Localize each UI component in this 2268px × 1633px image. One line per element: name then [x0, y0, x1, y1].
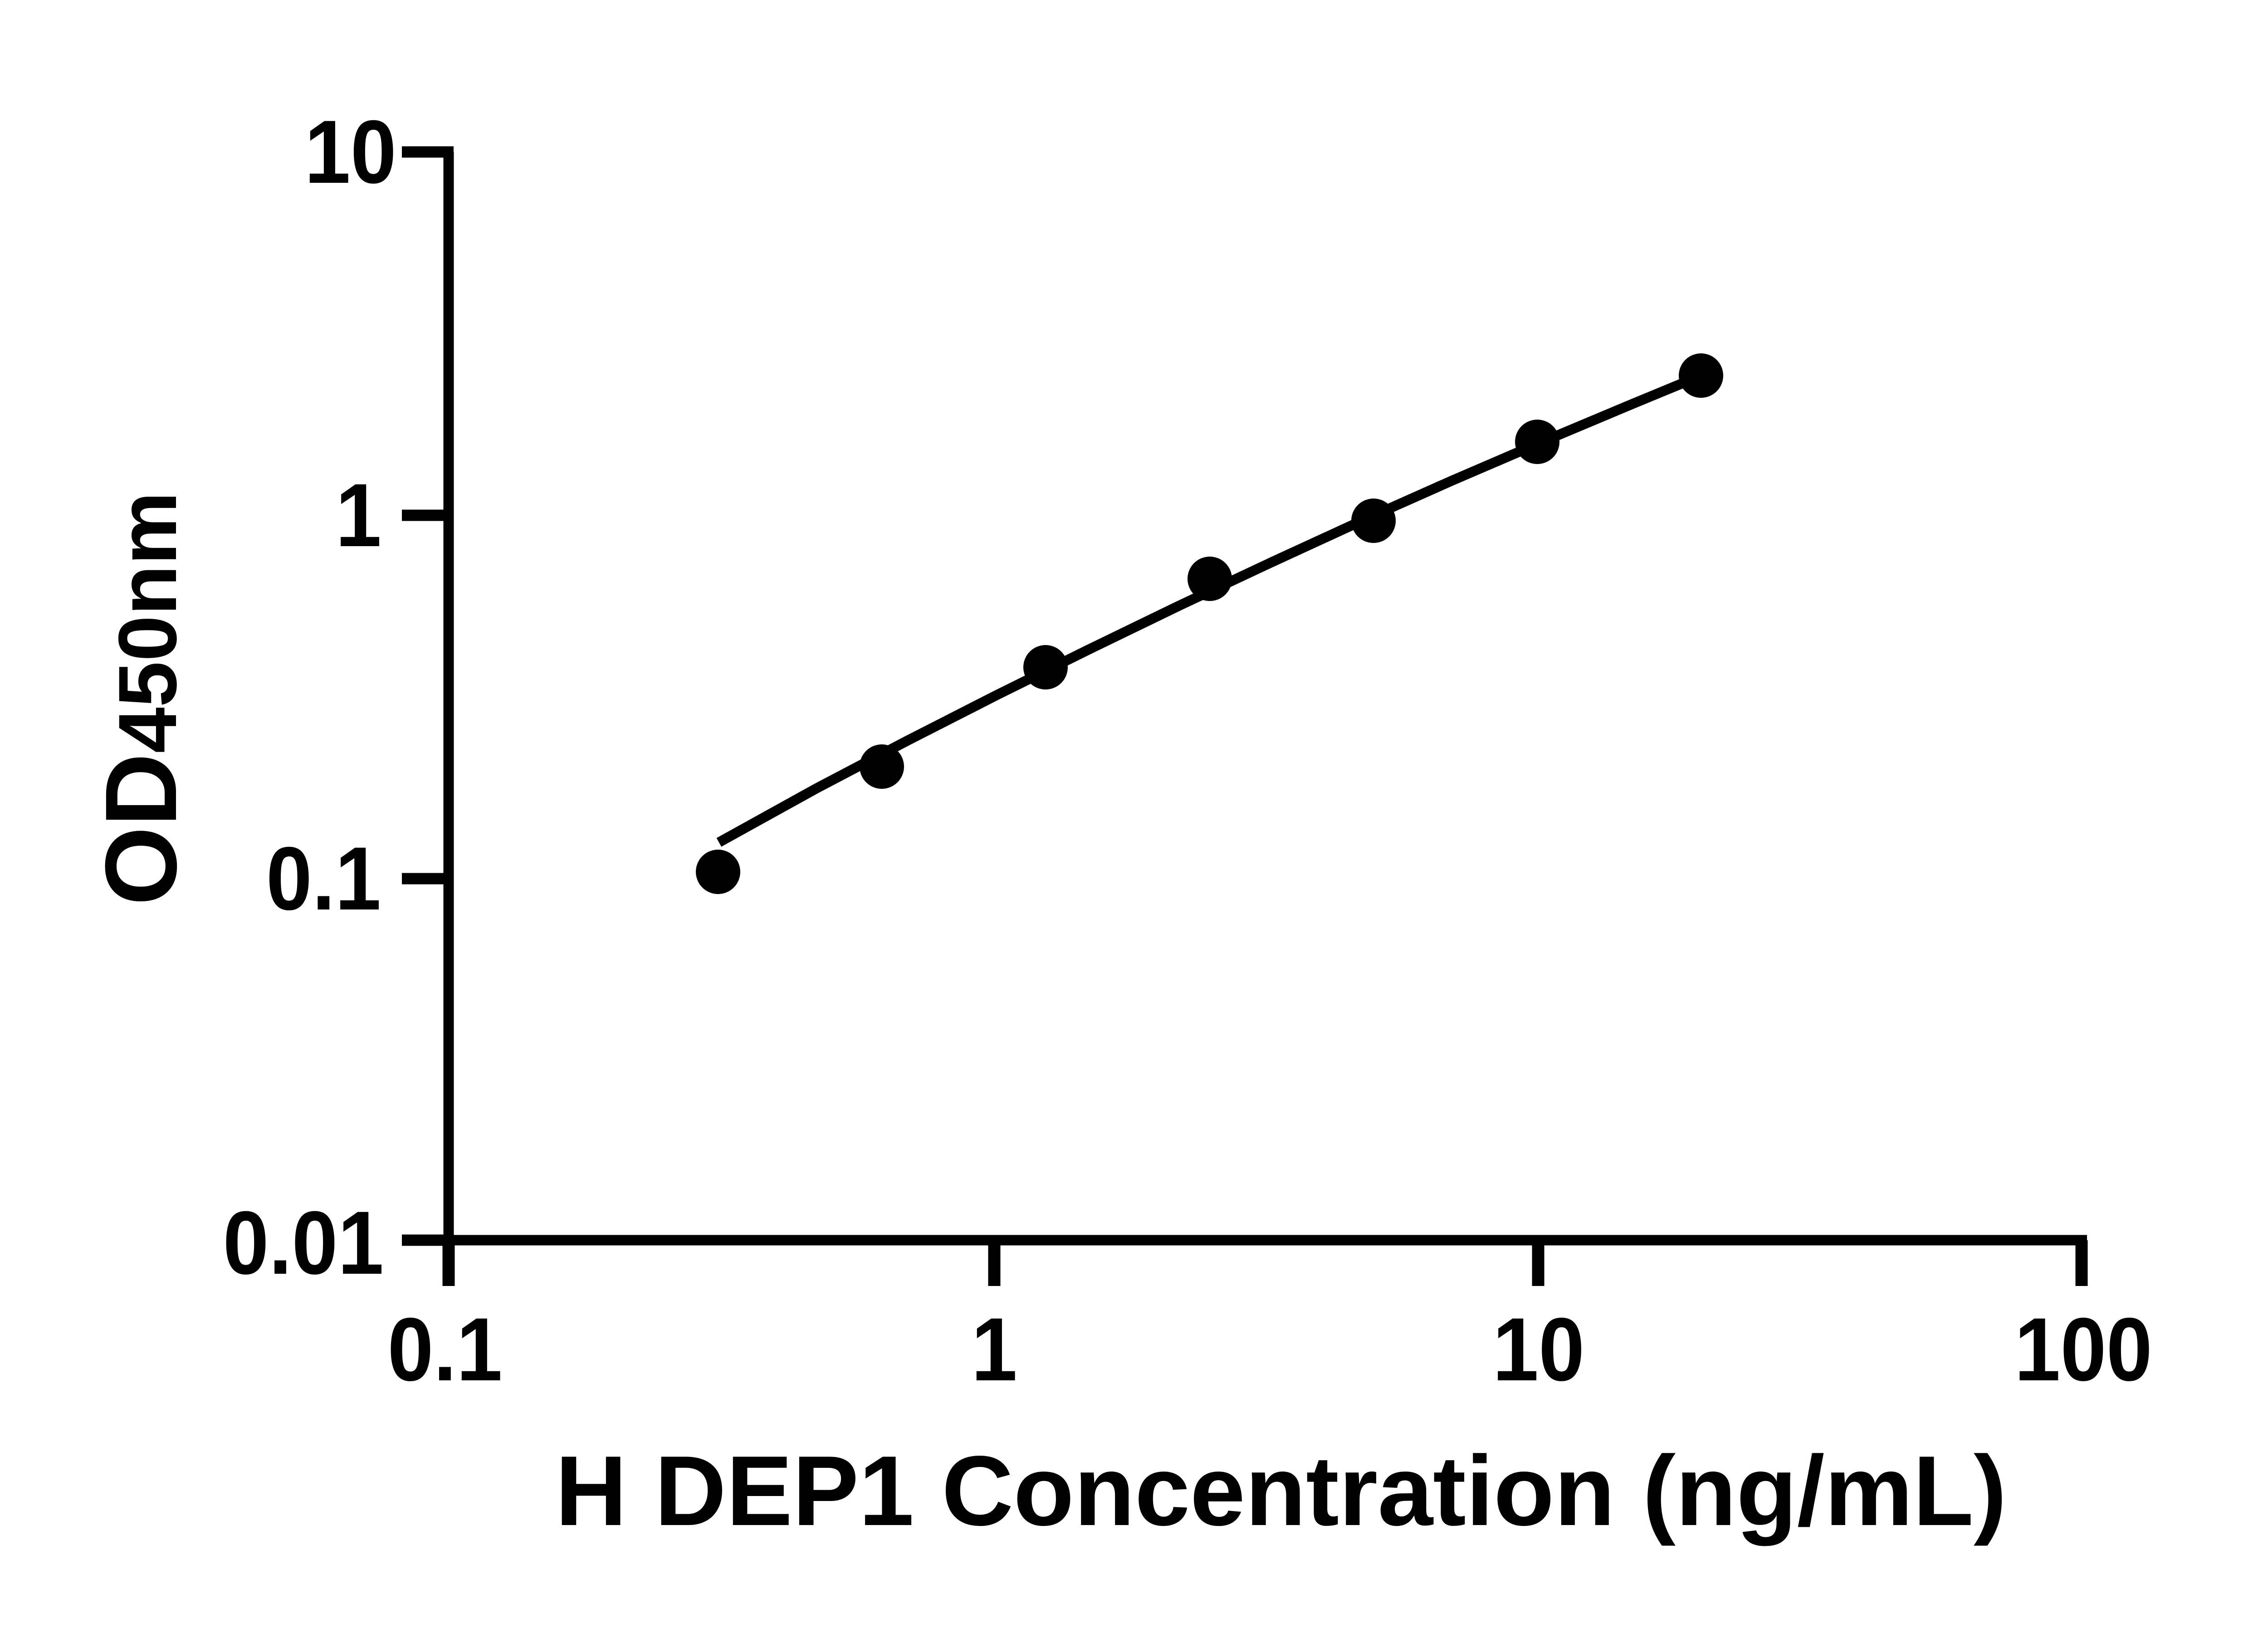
svg-text:H DEP1 Concentration (ng/mL): H DEP1 Concentration (ng/mL): [555, 1436, 2007, 1546]
svg-text:10: 10: [1493, 1300, 1585, 1400]
svg-text:0.1: 0.1: [266, 829, 381, 929]
svg-text:100: 100: [2014, 1300, 2152, 1400]
svg-text:0.01: 0.01: [223, 1193, 384, 1293]
svg-text:0.1: 0.1: [387, 1300, 502, 1400]
svg-text:10: 10: [304, 102, 396, 202]
svg-text:1: 1: [336, 465, 381, 566]
svg-text:OD450nm: OD450nm: [84, 492, 198, 906]
svg-text:1: 1: [971, 1300, 1017, 1400]
